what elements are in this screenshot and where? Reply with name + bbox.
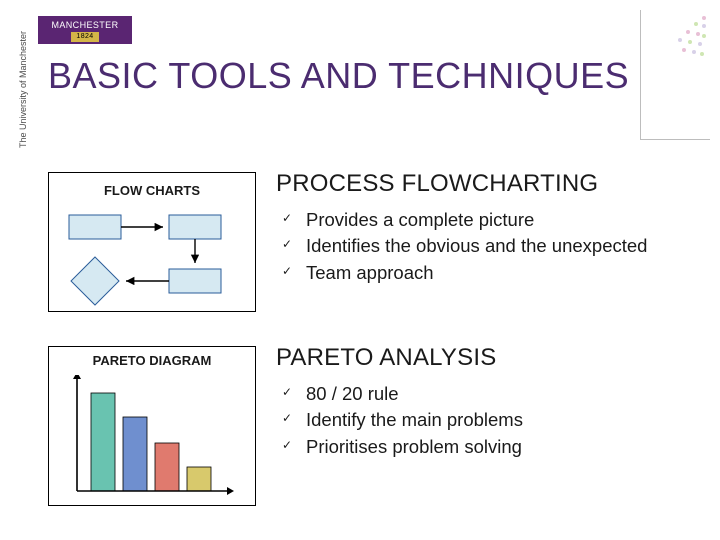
logo-sidetext: The University of Manchester	[10, 38, 30, 158]
pareto-chart	[69, 375, 239, 501]
logo-year: 1824	[71, 32, 99, 42]
section1-title: PROCESS FLOWCHARTING	[276, 170, 696, 198]
flowchart-panel: FLOW CHARTS	[48, 172, 256, 312]
bullet-item: Team approach	[306, 261, 696, 285]
pareto-panel: PARETO DIAGRAM	[48, 346, 256, 506]
manchester-logo: MANCHESTER 1824	[38, 16, 132, 44]
logo-name: MANCHESTER	[51, 20, 118, 30]
bullet-item: Identifies the obvious and the unexpecte…	[306, 234, 696, 258]
section-process-flowcharting: PROCESS FLOWCHARTING Provides a complete…	[276, 170, 696, 287]
section-pareto-analysis: PARETO ANALYSIS 80 / 20 ruleIdentify the…	[276, 344, 696, 461]
bullet-item: 80 / 20 rule	[306, 382, 696, 406]
bullet-item: Prioritises problem solving	[306, 435, 696, 459]
pareto-label: PARETO DIAGRAM	[49, 353, 255, 368]
section1-bullets: Provides a complete pictureIdentifies th…	[276, 208, 696, 285]
bullet-item: Identify the main problems	[306, 408, 696, 432]
flowchart-label: FLOW CHARTS	[49, 183, 255, 198]
section2-bullets: 80 / 20 ruleIdentify the main problems Pr…	[276, 382, 696, 459]
bullet-item: Provides a complete picture	[306, 208, 696, 232]
page-title: BASIC TOOLS AND TECHNIQUES	[48, 56, 629, 96]
logo-side-label: The University of Manchester	[18, 31, 28, 148]
flowchart-diagram	[59, 209, 247, 309]
section2-title: PARETO ANALYSIS	[276, 344, 696, 372]
corner-decoration	[640, 10, 710, 140]
